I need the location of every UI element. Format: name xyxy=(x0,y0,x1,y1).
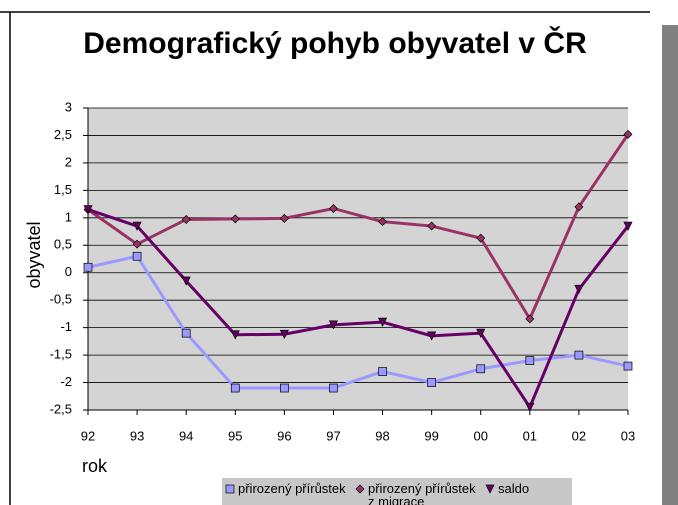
x-tick-label: 99 xyxy=(424,428,438,443)
marker xyxy=(574,350,584,360)
legend-entry: saldo xyxy=(482,478,572,505)
y-tick-label: -1,5 xyxy=(50,347,72,362)
marker xyxy=(525,402,535,413)
marker xyxy=(230,330,240,340)
chart-title: Demografický pohyb obyvatel v ČR xyxy=(83,26,587,60)
marker xyxy=(378,217,388,227)
marker xyxy=(132,239,142,249)
marker xyxy=(525,314,535,324)
marker xyxy=(574,202,584,212)
marker xyxy=(181,214,191,224)
marker xyxy=(230,383,240,393)
marker xyxy=(181,328,191,338)
legend-marker xyxy=(355,484,365,494)
marker xyxy=(132,221,142,231)
y-tick-label: -2 xyxy=(60,374,72,389)
x-tick-label: 98 xyxy=(375,428,389,443)
marker xyxy=(329,383,338,393)
series-line xyxy=(87,254,629,390)
legend-marker xyxy=(485,484,495,494)
y-tick-label: 2 xyxy=(65,154,72,169)
legend-label: přirozený přírůstek z migrace xyxy=(368,481,476,505)
marker xyxy=(377,317,388,327)
x-tick-label: 93 xyxy=(130,428,144,443)
legend-marker xyxy=(225,484,235,494)
marker xyxy=(132,251,142,261)
marker xyxy=(181,276,191,286)
legend-swatch xyxy=(225,484,235,494)
marker xyxy=(623,129,633,139)
marker xyxy=(476,364,486,374)
legend-label: saldo xyxy=(498,481,530,496)
y-axis-label: obyvatel xyxy=(24,221,44,288)
y-tick-label: 2,5 xyxy=(54,127,72,142)
marker xyxy=(476,233,486,243)
marker xyxy=(378,367,387,376)
marker xyxy=(427,331,437,341)
y-tick-label: 1 xyxy=(65,209,72,224)
marker xyxy=(280,383,289,393)
y-tick-label: -0,5 xyxy=(50,292,72,307)
legend-entry: přirozený přírůstek xyxy=(222,478,352,505)
series-line xyxy=(87,208,630,411)
legend-entry: přirozený přírůstek z migrace xyxy=(352,478,482,505)
y-tick-label: 0,5 xyxy=(54,237,72,252)
marker xyxy=(230,214,240,224)
scrollbar xyxy=(662,25,678,505)
marker xyxy=(427,378,436,387)
legend-swatch xyxy=(355,484,365,494)
x-tick-label: 00 xyxy=(473,428,487,443)
marker xyxy=(525,356,535,365)
x-tick-label: 01 xyxy=(523,428,537,443)
marker xyxy=(279,213,289,223)
legend-swatch xyxy=(485,484,495,494)
x-tick-label: 03 xyxy=(621,428,635,443)
y-tick-label: -2,5 xyxy=(50,401,72,416)
marker xyxy=(279,329,289,340)
marker xyxy=(427,221,437,231)
x-tick-label: 97 xyxy=(326,428,340,443)
y-tick-label: 1,5 xyxy=(54,182,72,197)
marker xyxy=(328,203,338,213)
x-tick-label: 95 xyxy=(228,428,242,443)
x-tick-label: 02 xyxy=(572,428,586,443)
x-tick-label: 92 xyxy=(81,428,95,443)
series-line xyxy=(87,133,630,323)
y-tick-label: -1 xyxy=(60,319,72,334)
marker xyxy=(623,361,633,371)
x-tick-label: 96 xyxy=(277,428,291,443)
marker xyxy=(328,320,339,330)
x-tick-label: 94 xyxy=(179,428,193,443)
legend-label: přirozený přírůstek xyxy=(238,481,346,496)
y-tick-label: 3 xyxy=(65,99,72,114)
marker xyxy=(83,205,93,215)
x-axis-label: rok xyxy=(82,456,108,476)
marker xyxy=(623,221,633,231)
marker xyxy=(574,284,584,294)
marker xyxy=(476,328,486,338)
marker xyxy=(83,262,93,272)
legend: přirozený přírůstek přirozený přírůstek z… xyxy=(222,478,572,505)
y-tick-label: 0 xyxy=(65,264,72,279)
